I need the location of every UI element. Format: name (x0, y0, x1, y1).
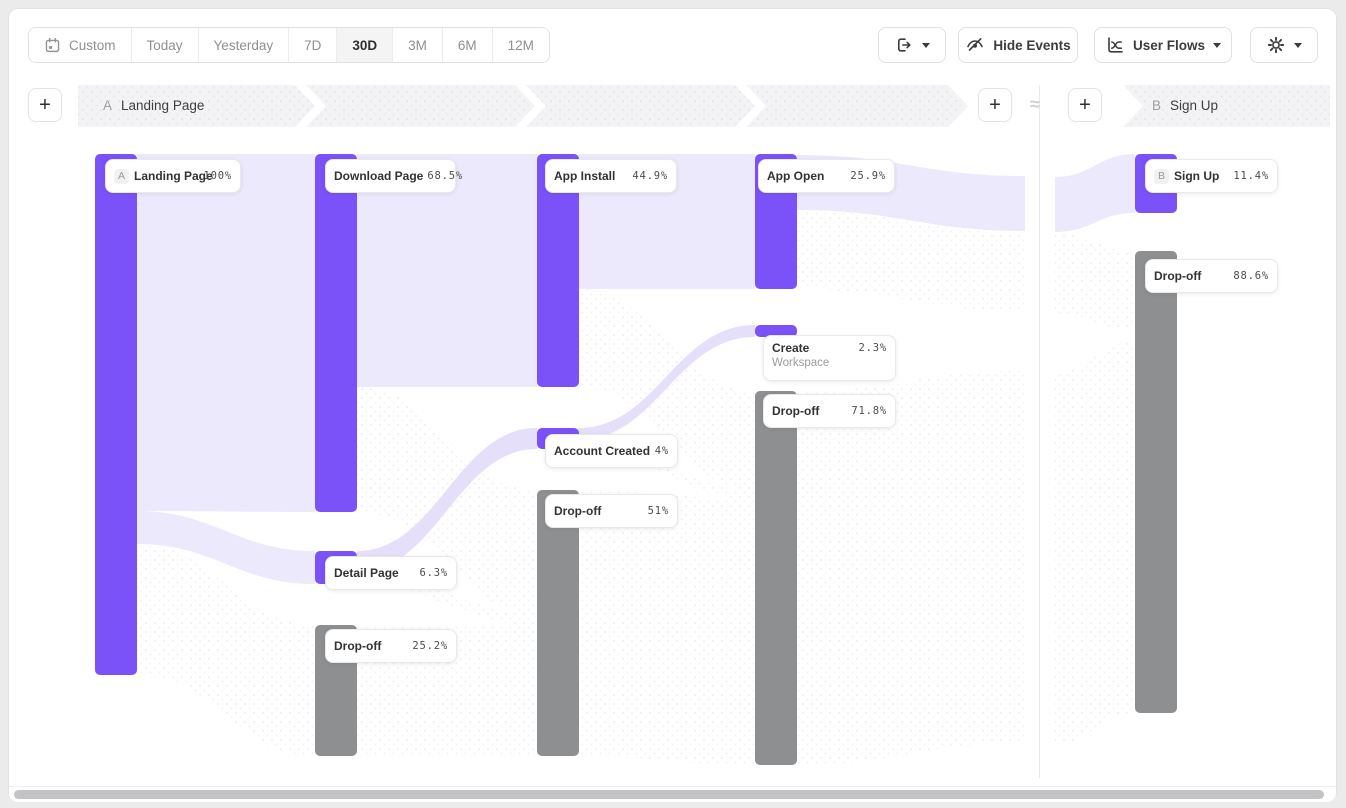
section-a-title: Landing Page (121, 97, 205, 113)
node-label-landing-page[interactable]: A Landing Page 100% (105, 159, 241, 193)
section-b-title: Sign Up (1170, 97, 1219, 113)
node-label-app-open[interactable]: App Open 25.9% (758, 159, 895, 193)
hide-events-button[interactable]: Hide Events (958, 27, 1078, 63)
view-selector-caret (1213, 42, 1222, 48)
date-range-12m[interactable]: 12M (492, 28, 549, 62)
export-icon (898, 38, 911, 52)
add-step-button-section-b-start[interactable]: + (1068, 88, 1102, 122)
hide-events-label: Hide Events (993, 37, 1071, 53)
node-label-create-workspace[interactable]: Create 2.3% Workspace (763, 335, 896, 381)
node-label-dropoff-step3[interactable]: Drop-off 51% (545, 494, 678, 528)
node-badge-b: B (1154, 168, 1169, 184)
bar-landing-page (95, 154, 137, 675)
flow-chart-icon (1108, 37, 1123, 53)
eye-off-icon (967, 38, 984, 51)
add-step-button-left[interactable]: + (28, 88, 62, 122)
section-a-letter: A (103, 97, 113, 113)
thin-conversion-ribbons (357, 325, 755, 572)
gear-icon (1267, 36, 1285, 54)
horizontal-scrollbar-track (9, 786, 1336, 802)
node-label-download-page[interactable]: Download Page 68.5% (325, 159, 462, 193)
add-step-button-section-a-end[interactable]: + (978, 88, 1012, 122)
node-label-dropoff-step4[interactable]: Drop-off 71.8% (763, 394, 896, 428)
export-button[interactable] (878, 27, 946, 63)
section-b-letter: B (1152, 97, 1162, 113)
node-label-detail-page[interactable]: Detail Page 6.3% (325, 556, 457, 590)
bar-app-install (537, 154, 579, 387)
settings-button[interactable] (1250, 27, 1318, 63)
settings-caret (1294, 42, 1302, 48)
node-label-account-created[interactable]: Account Created 4% (545, 434, 678, 468)
date-range-3m[interactable]: 3M (393, 28, 443, 62)
date-range-30d[interactable]: 30D (337, 28, 394, 62)
date-range-yesterday[interactable]: Yesterday (198, 28, 290, 62)
horizontal-scrollbar-thumb[interactable] (14, 790, 1324, 799)
section-b-header: B Sign Up (1152, 96, 1218, 114)
bar-dropoff-section-b (1135, 251, 1177, 713)
view-selector-button[interactable]: User Flows (1094, 27, 1232, 63)
approx-connector: ≈ (1030, 94, 1040, 114)
step-band-chevron-3 (735, 85, 766, 127)
export-caret (922, 42, 930, 48)
bar-download-page (315, 154, 357, 512)
node-label-dropoff-section-b[interactable]: Drop-off 88.6% (1145, 259, 1278, 293)
view-selector-label: User Flows (1132, 37, 1206, 53)
step-band-chevron-1 (295, 85, 326, 127)
date-range-label: Custom (69, 37, 116, 53)
bar-dropoff-step4 (755, 391, 797, 765)
step-band-chevron-2 (515, 85, 546, 127)
bar-create-workspace (755, 325, 797, 337)
date-range-today[interactable]: Today (131, 28, 199, 62)
date-range-custom[interactable]: Custom (29, 28, 132, 62)
node-label-app-install[interactable]: App Install 44.9% (545, 159, 677, 193)
bar-dropoff-step3 (537, 490, 579, 756)
node-label-dropoff-step2[interactable]: Drop-off 25.2% (325, 629, 457, 663)
date-range-6m[interactable]: 6M (442, 28, 493, 62)
node-badge-a: A (114, 168, 129, 184)
section-a-header: A Landing Page (103, 96, 204, 114)
calendar-icon (45, 37, 60, 52)
node-label-sign-up[interactable]: B Sign Up 11.4% (1145, 159, 1278, 193)
step-band-section-b[interactable] (1123, 85, 1330, 127)
date-range-selector: Custom Today Yesterday 7D 30D 3M 6M 12M (28, 27, 550, 63)
date-range-7d[interactable]: 7D (289, 28, 338, 62)
